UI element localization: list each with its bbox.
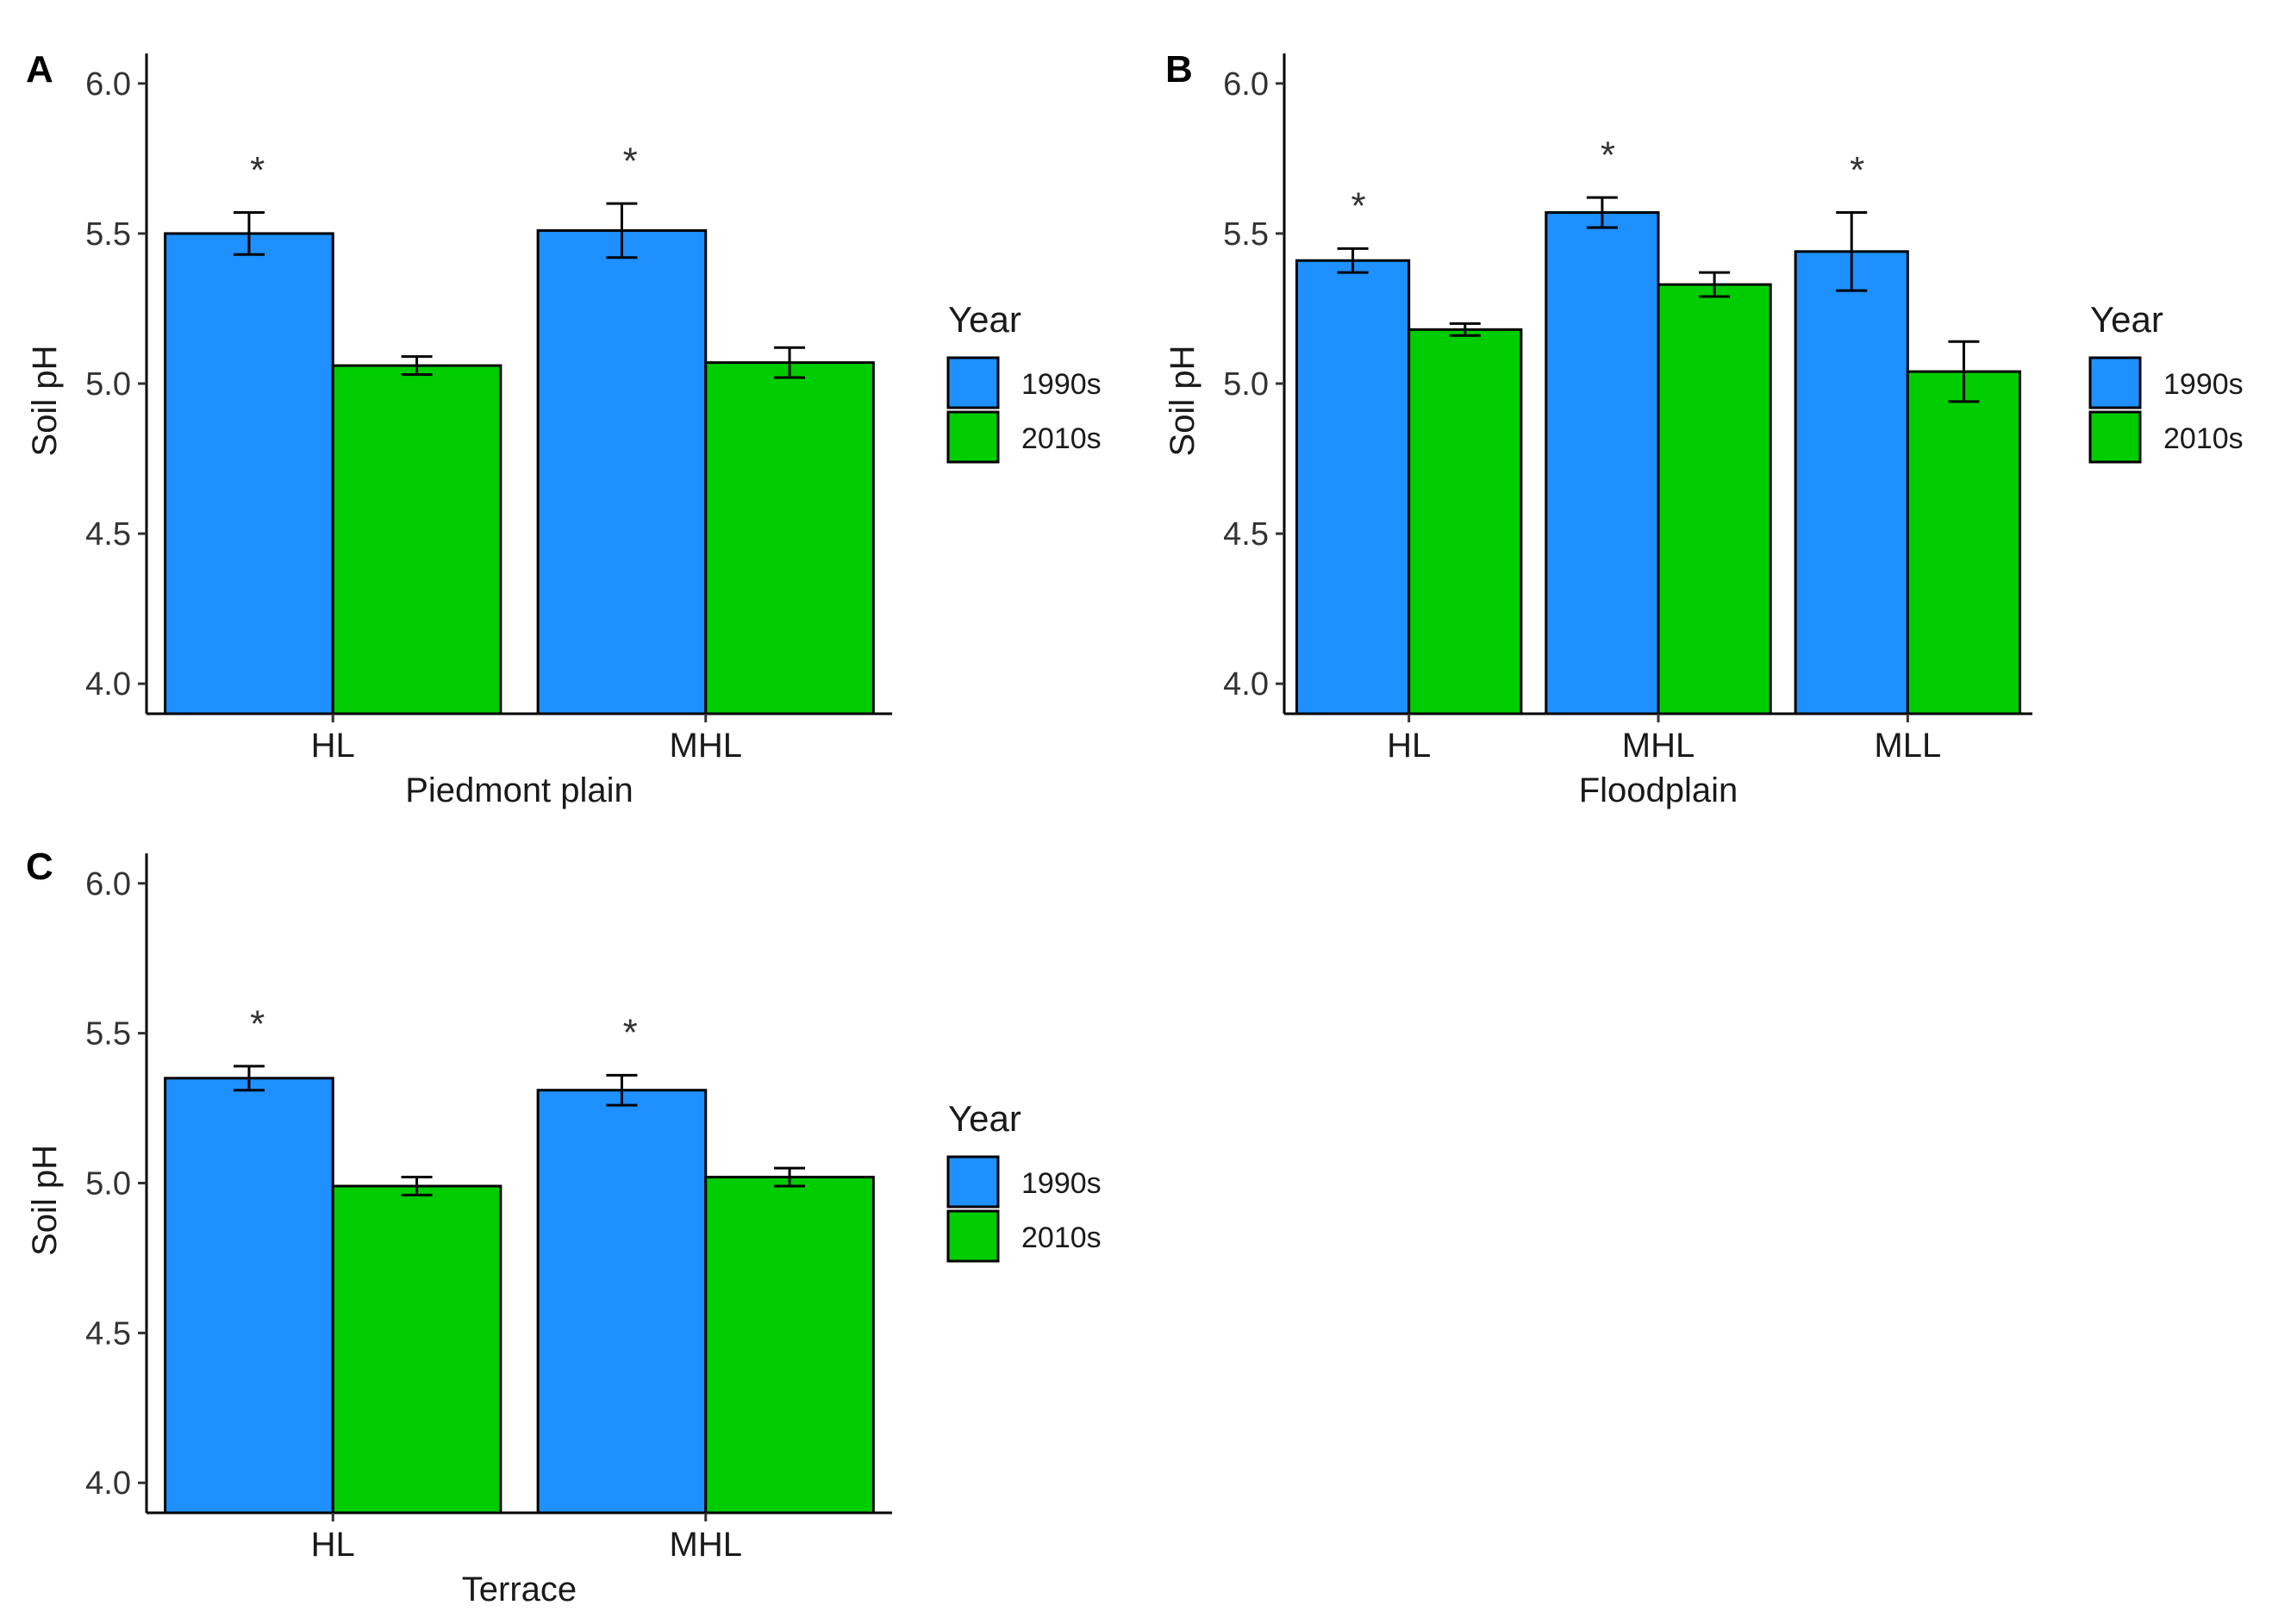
y-tick-label: 4.0 xyxy=(1223,666,1269,703)
bar-2010s-mll xyxy=(1906,370,2022,715)
legend-key-2010s xyxy=(946,410,1000,464)
significance-marker: * xyxy=(1601,134,1615,176)
y-tick-label: 4.5 xyxy=(85,1315,131,1352)
bar-1990s-mll xyxy=(1794,250,1909,715)
y-tick-label: 5.0 xyxy=(85,366,131,403)
y-axis-title: Soil pH xyxy=(26,346,64,457)
bar-1990s-hl xyxy=(1295,259,1411,715)
bar-2010s-mhl xyxy=(704,1176,875,1515)
x-tick-label: MHL xyxy=(670,1526,742,1564)
bar-2010s-hl xyxy=(1408,328,1523,715)
error-bar-1990s-hl xyxy=(1337,247,1369,274)
legend-label-2010s: 2010s xyxy=(2163,422,2244,455)
x-tick-label: HL xyxy=(311,727,355,765)
x-tick-label: MHL xyxy=(670,727,742,765)
x-tick-label: MHL xyxy=(1622,727,1695,765)
x-axis-title: Floodplain xyxy=(1579,771,1738,809)
y-tick-label: 4.0 xyxy=(85,666,131,703)
significance-marker: * xyxy=(250,1003,265,1045)
bar-1990s-hl xyxy=(164,232,334,715)
bar-2010s-hl xyxy=(331,364,502,715)
error-bar-2010s-mhl xyxy=(774,346,806,379)
panel-letter: B xyxy=(1165,48,1193,91)
y-tick-label: 6.0 xyxy=(85,866,131,903)
bar-1990s-mhl xyxy=(536,228,708,715)
bar-1990s-hl xyxy=(164,1077,334,1515)
error-bar-1990s-mhl xyxy=(606,202,638,259)
y-tick-label: 5.0 xyxy=(85,1166,131,1202)
error-bar-2010s-mll xyxy=(1948,340,1980,403)
x-tick-label: MLL xyxy=(1874,727,1941,765)
y-tick-label: 5.5 xyxy=(1223,216,1269,253)
panel-c: C * * 4.0 4.5 5.0 5.5 6.0 HL MHL Terrace Soil pH Yea… xyxy=(26,846,1102,1608)
error-bar-1990s-mhl xyxy=(1586,196,1618,229)
y-tick-label: 5.0 xyxy=(1223,366,1269,403)
error-bar-1990s-hl xyxy=(233,1065,265,1092)
y-tick-label: 4.5 xyxy=(85,516,131,553)
legend-key-1990s xyxy=(946,356,1000,409)
x-tick-label: HL xyxy=(311,1526,355,1564)
y-tick-label: 6.0 xyxy=(85,66,131,103)
panel-b: B * * * 4.0 4.5 5.0 5.5 6.0 HL MHL MLL Floodplain Soi… xyxy=(1164,48,2244,809)
panel-letter: A xyxy=(26,48,53,91)
y-tick-label: 4.5 xyxy=(1223,516,1269,553)
x-tick-label: HL xyxy=(1387,727,1431,765)
y-tick-label: 5.5 xyxy=(85,1016,131,1052)
error-bar-2010s-mhl xyxy=(1699,271,1731,298)
error-bar-2010s-mhl xyxy=(774,1166,806,1188)
y-axis-title: Soil pH xyxy=(26,1145,64,1256)
x-axis-title: Piedmont plain xyxy=(405,771,634,809)
panel-letter: C xyxy=(26,846,53,888)
bar-2010s-mhl xyxy=(704,361,875,715)
y-tick-label: 4.0 xyxy=(85,1465,131,1502)
legend-label-1990s: 1990s xyxy=(2163,368,2244,401)
y-axis-title: Soil pH xyxy=(1164,346,1202,457)
error-bar-2010s-hl xyxy=(401,1176,433,1196)
legend-title: Year xyxy=(948,1098,1021,1139)
error-bar-2010s-hl xyxy=(1449,322,1481,337)
legend-title: Year xyxy=(2090,299,2163,340)
bar-2010s-mhl xyxy=(1657,283,1772,715)
legend-label-2010s: 2010s xyxy=(1021,422,1102,455)
error-bar-2010s-hl xyxy=(401,355,433,377)
significance-marker: * xyxy=(623,1012,638,1054)
panel-a: A * * 4.0 4.5 5.0 5.5 6.0 HL MHL Piedmont plain Soi… xyxy=(26,48,1102,809)
bar-1990s-mhl xyxy=(1545,211,1660,715)
error-bar-1990s-mll xyxy=(1836,211,1868,292)
y-tick-label: 6.0 xyxy=(1223,66,1269,103)
significance-marker: * xyxy=(1351,185,1366,228)
bar-1990s-mhl xyxy=(536,1089,708,1515)
significance-marker: * xyxy=(623,140,638,182)
legend-key-1990s xyxy=(946,1155,1000,1209)
significance-marker: * xyxy=(250,149,265,191)
error-bar-1990s-hl xyxy=(233,211,265,256)
bar-2010s-hl xyxy=(331,1184,502,1515)
legend-label-1990s: 1990s xyxy=(1021,1167,1102,1200)
y-tick-label: 5.5 xyxy=(85,216,131,253)
legend-key-2010s xyxy=(2088,410,2142,464)
legend-key-1990s xyxy=(2088,356,2142,409)
legend-label-2010s: 2010s xyxy=(1021,1221,1102,1254)
legend-label-1990s: 1990s xyxy=(1021,368,1102,401)
error-bar-1990s-mhl xyxy=(606,1073,638,1107)
legend-key-2010s xyxy=(946,1209,1000,1263)
significance-marker: * xyxy=(1850,149,1864,191)
x-axis-title: Terrace xyxy=(462,1571,577,1608)
legend-title: Year xyxy=(948,299,1021,340)
